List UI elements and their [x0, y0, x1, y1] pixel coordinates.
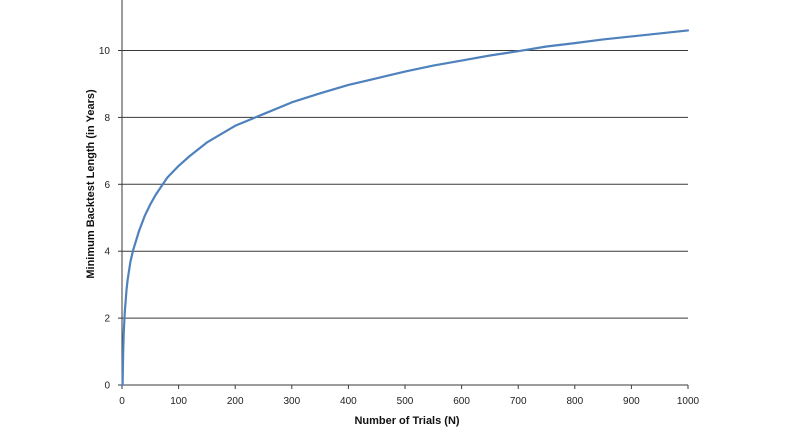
y-axis-label: Minimum Backtest Length (in Years)	[85, 89, 97, 279]
x-tick-label: 200	[227, 396, 244, 407]
x-tick-label: 0	[119, 396, 125, 407]
x-tick-label: 100	[170, 396, 187, 407]
x-tick-label: 900	[623, 396, 640, 407]
x-tick-labels: 0 100 200 300 400 500 600 700 800 900 1000	[119, 385, 700, 407]
x-tick-label: 300	[283, 396, 300, 407]
y-tick-label: 2	[104, 314, 110, 325]
y-tick-label: 0	[104, 381, 110, 392]
y-tick-label: 6	[104, 180, 110, 191]
series-line	[121, 29, 690, 387]
x-tick-label: 500	[397, 396, 414, 407]
x-axis-label: Number of Trials (N)	[354, 415, 459, 427]
y-tick-label: 10	[99, 46, 111, 57]
y-tick-label: 4	[104, 247, 110, 258]
x-tick-label: 400	[340, 396, 357, 407]
x-tick-label: 600	[453, 396, 470, 407]
x-tick-label: 700	[510, 396, 527, 407]
grid-lines	[122, 50, 688, 319]
y-tick-labels: 0 2 4 6 8 10	[99, 46, 122, 392]
x-tick-label: 1000	[677, 396, 700, 407]
x-tick-label: 800	[566, 396, 583, 407]
y-tick-label: 8	[104, 113, 110, 124]
